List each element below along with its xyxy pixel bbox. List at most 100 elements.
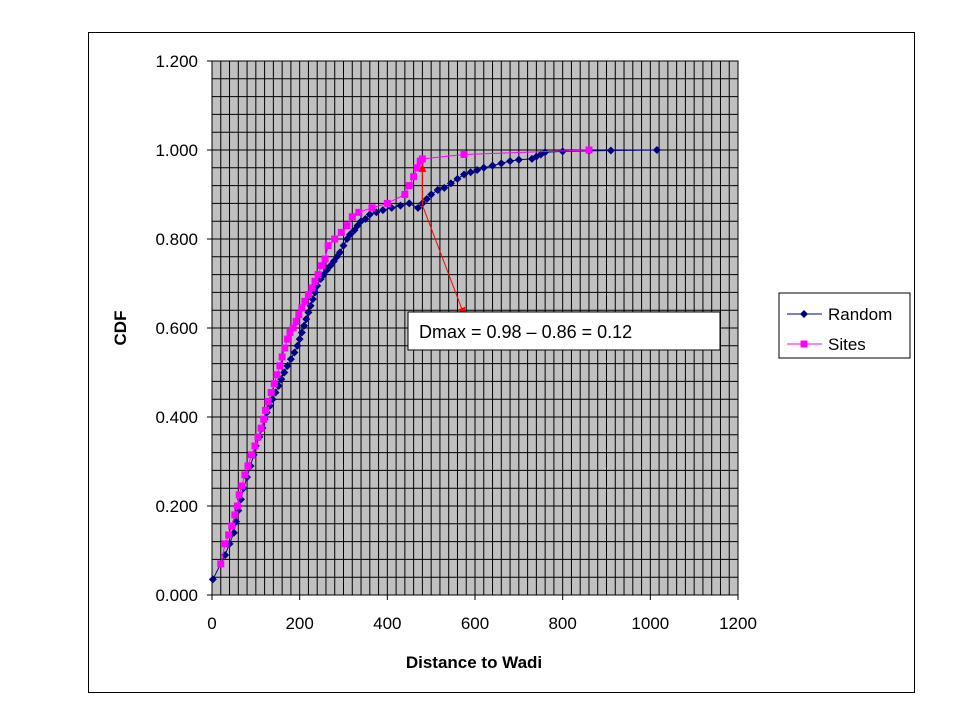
sites-point [276, 362, 284, 370]
sites-point [304, 291, 312, 299]
sites-point [241, 471, 249, 479]
sites-point [383, 199, 391, 207]
sites-point [261, 406, 269, 414]
sites-point [585, 146, 593, 154]
legend-items: Random Sites [787, 305, 892, 354]
x-tick-label: 0 [207, 614, 216, 633]
legend: Random Sites [778, 292, 911, 359]
sites-point [348, 213, 356, 221]
sites-point [301, 297, 309, 305]
sites-point [295, 311, 303, 319]
y-axis-title: CDF [111, 311, 130, 346]
sites-point [405, 182, 413, 190]
legend-item-sites: Sites [787, 335, 866, 354]
random-point [460, 170, 469, 179]
x-tick-label: 600 [461, 614, 489, 633]
sites-point [298, 304, 306, 312]
random-point [405, 199, 414, 208]
random-point [446, 179, 455, 188]
random-point [335, 248, 344, 257]
random-point [514, 155, 523, 164]
legend-item-random: Random [787, 305, 892, 324]
series-sites [217, 146, 593, 568]
random-point [304, 308, 313, 317]
sites-point [254, 433, 262, 441]
random-point [652, 146, 661, 154]
x-tick-label: 1200 [719, 614, 757, 633]
sites-point [318, 262, 326, 270]
annotation-text: Dmax = 0.98 – 0.86 = 0.12 [419, 322, 632, 342]
sites-point [260, 415, 268, 423]
random-point [427, 190, 436, 199]
random-point [378, 206, 387, 215]
sites-point [278, 353, 286, 361]
random-point [396, 201, 405, 210]
sites-point [238, 482, 246, 490]
y-tick-label: 1.200 [155, 52, 198, 71]
tick-labels: 0 200 400 600 800 1000 1200 0.000 0.200 0.400 0.60… [155, 52, 756, 633]
random-point [414, 203, 423, 212]
random-point [286, 355, 295, 364]
random-point [208, 575, 217, 584]
random-point [295, 335, 304, 344]
sites-point [267, 389, 275, 397]
sites-point [355, 208, 363, 216]
sites-point [247, 451, 255, 459]
sites-point [281, 344, 289, 352]
series-layer [208, 146, 661, 584]
sites-point [264, 397, 272, 405]
random-point [300, 321, 309, 330]
sites-point [251, 442, 259, 450]
annotation-rect [407, 311, 721, 351]
random-point [541, 148, 550, 157]
random-point [506, 157, 515, 166]
legend-label: Sites [828, 335, 866, 354]
sites-point [283, 335, 291, 343]
sites-point [401, 191, 409, 198]
annotation-box: Dmax = 0.98 – 0.86 = 0.12 [407, 311, 721, 351]
sites-point [289, 324, 297, 332]
random-point [422, 194, 431, 203]
random-point [302, 315, 311, 324]
random-point [280, 368, 289, 377]
random-point [297, 328, 306, 337]
legend-swatch-marker [800, 310, 808, 318]
y-tick-label: 0.200 [155, 497, 198, 516]
random-point [453, 174, 462, 183]
sites-point [231, 511, 239, 519]
sites-point [257, 424, 265, 432]
sites-point [460, 150, 468, 158]
random-point [488, 161, 497, 170]
y-tick-label: 0.000 [155, 586, 198, 605]
sites-point [324, 242, 332, 250]
y-tick-label: 1.000 [155, 141, 198, 160]
random-point [306, 301, 315, 310]
pointer-arrow [421, 205, 466, 316]
sites-point [337, 228, 345, 236]
sites-point [321, 255, 329, 263]
annotation-layer [418, 163, 466, 316]
random-point [290, 348, 299, 357]
x-tick-label: 1000 [631, 614, 669, 633]
sites-point [418, 155, 426, 163]
sites-point [270, 380, 278, 388]
sites-point [286, 328, 294, 336]
random-point [440, 183, 449, 192]
sites-point [368, 204, 376, 212]
y-tick-label: 0.800 [155, 230, 198, 249]
sites-point [273, 371, 281, 379]
sites-point [314, 271, 322, 279]
sites-point [311, 277, 319, 285]
x-tick-label: 400 [373, 614, 401, 633]
sites-point [410, 173, 418, 181]
sites-point [343, 222, 351, 230]
random-point [606, 146, 615, 155]
x-tick-label: 200 [285, 614, 313, 633]
x-axis-title: Distance to Wadi [406, 653, 542, 672]
sites-point [221, 540, 229, 548]
sites-point [233, 502, 241, 510]
random-point [466, 168, 475, 177]
random-point [283, 361, 292, 370]
sites-point [217, 560, 225, 568]
